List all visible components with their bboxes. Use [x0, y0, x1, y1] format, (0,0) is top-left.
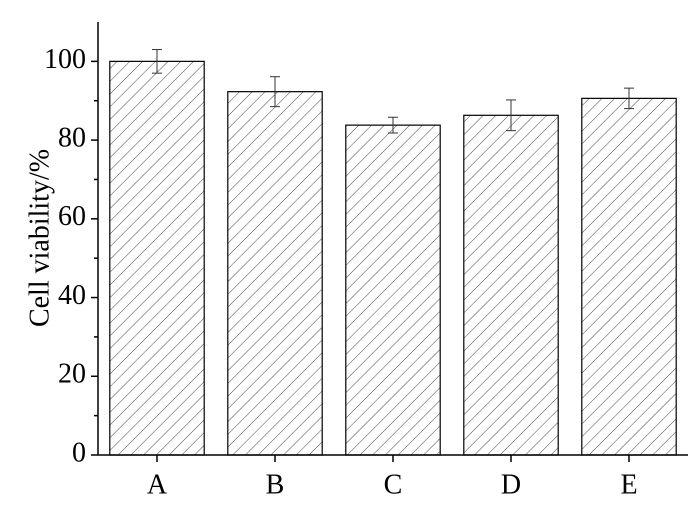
bar-hatch — [109, 60, 205, 456]
y-tick-label: 20 — [58, 359, 86, 390]
x-tick-label: E — [620, 469, 637, 500]
x-tick-label: D — [501, 469, 521, 500]
bar-hatch — [345, 124, 441, 456]
bar-hatch — [581, 97, 677, 456]
x-tick-label: C — [384, 469, 403, 500]
bar-hatch — [463, 114, 559, 456]
y-tick-label: 100 — [44, 44, 86, 75]
x-tick-label: B — [266, 469, 285, 500]
y-tick-label: 60 — [58, 201, 86, 232]
x-tick-label: A — [147, 469, 168, 500]
y-tick-label: 0 — [72, 437, 86, 468]
y-axis-label: Cell viability/% — [24, 149, 55, 327]
y-tick-label: 80 — [58, 123, 86, 154]
y-tick-label: 40 — [58, 280, 86, 311]
bar-hatch — [227, 91, 323, 456]
